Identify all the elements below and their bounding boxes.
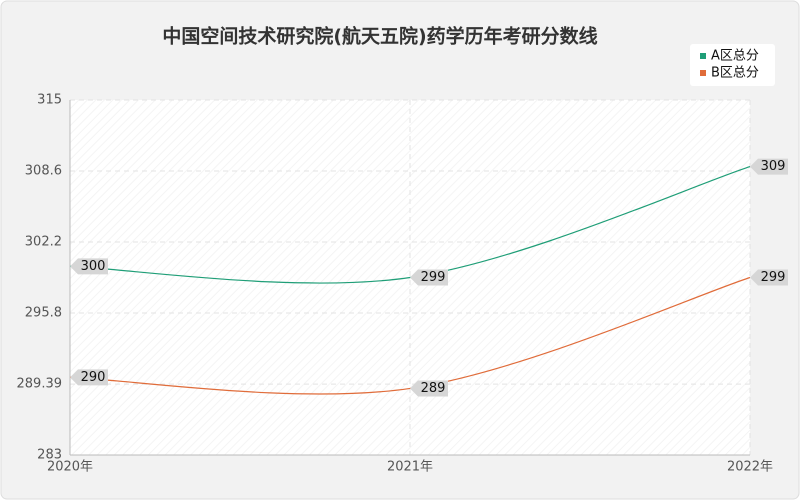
chart-title: 中国空间技术研究院(航天五院)药学历年考研分数线 xyxy=(162,25,597,48)
x-tick-label: 2020年 xyxy=(47,460,93,475)
legend-swatch xyxy=(700,70,706,76)
y-tick-label: 295.8 xyxy=(25,306,62,321)
value-label-tag xyxy=(410,380,448,397)
value-label: 309 xyxy=(761,159,786,174)
y-tick-label: 302.2 xyxy=(25,235,62,250)
legend-label: A区总分 xyxy=(711,49,759,64)
legend-swatch xyxy=(700,53,706,59)
y-tick-label: 315 xyxy=(37,93,62,108)
value-label-tag xyxy=(750,269,788,286)
y-tick-label: 289.39 xyxy=(17,377,63,392)
y-tick-label: 308.6 xyxy=(25,164,62,179)
value-label-tag xyxy=(70,369,108,386)
x-tick-label: 2021年 xyxy=(387,460,433,475)
value-label-tag xyxy=(410,269,448,286)
value-label: 299 xyxy=(421,270,446,285)
value-label-tag xyxy=(750,158,788,175)
value-label: 289 xyxy=(421,381,446,396)
value-label: 299 xyxy=(761,270,786,285)
value-label: 290 xyxy=(81,370,106,385)
value-label-tag xyxy=(70,258,108,275)
legend-label: B区总分 xyxy=(711,66,759,81)
x-tick-label: 2022年 xyxy=(727,460,773,475)
legend-box xyxy=(690,44,775,86)
value-label: 300 xyxy=(81,259,106,274)
y-tick-label: 283 xyxy=(37,448,62,463)
line xyxy=(69,276,751,395)
